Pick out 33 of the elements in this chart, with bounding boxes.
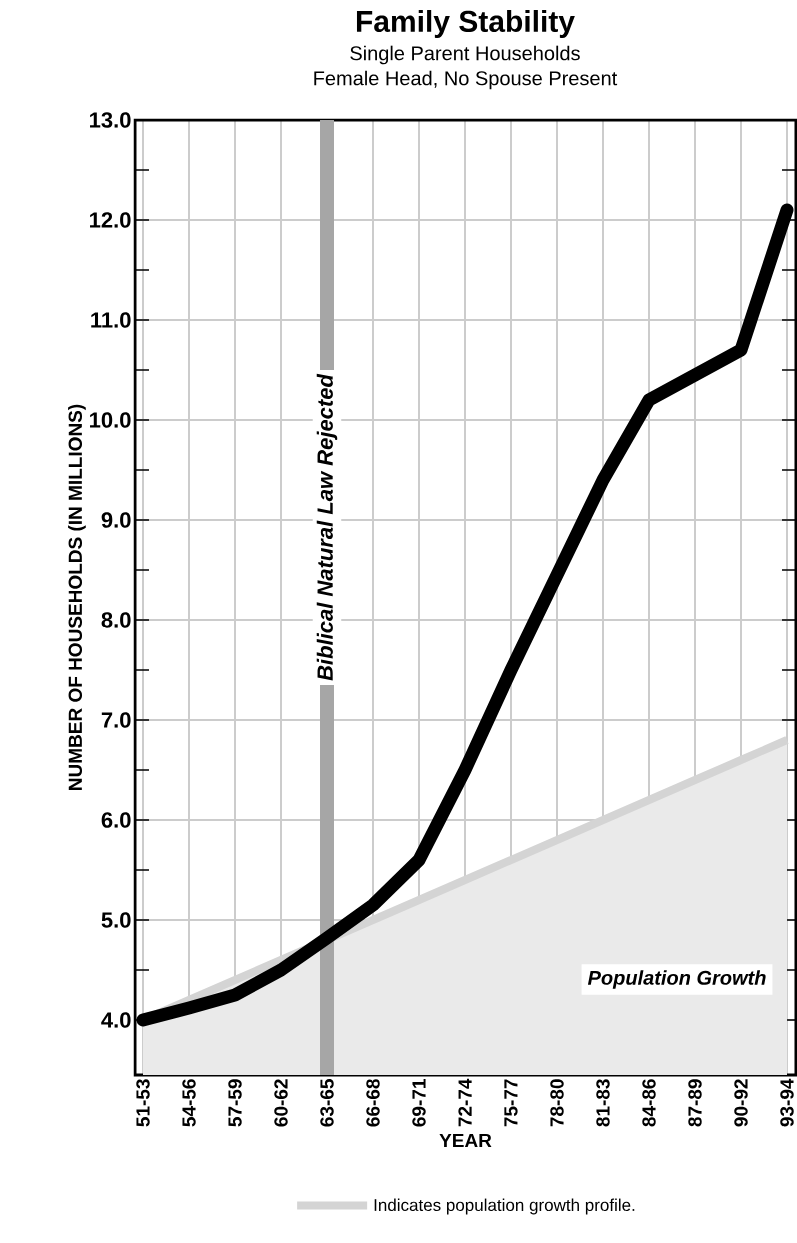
x-tick-label: 78-80: [550, 1079, 564, 1127]
x-tick-label: 60-62: [274, 1079, 288, 1127]
chart-title: Family Stability: [356, 10, 575, 38]
chart-subtitle: Single Parent Households: [350, 45, 580, 65]
legend-label: Indicates population growth profile.: [374, 1198, 635, 1215]
x-tick-label: 66-68: [366, 1079, 380, 1127]
x-tick-label: 90-92: [734, 1079, 748, 1127]
y-axis-title: NUMBER OF HOUSEHOLDS (IN MILLIONS): [67, 404, 86, 790]
y-tick-label: 8.0: [101, 612, 131, 628]
y-tick-label: 11.0: [91, 312, 131, 328]
y-tick-label: 12.0: [89, 212, 131, 228]
x-tick-label: 63-65: [320, 1079, 334, 1127]
x-tick-label: 51-53: [136, 1079, 150, 1127]
x-tick-label: 84-86: [642, 1079, 656, 1127]
y-tick-label: 6.0: [101, 812, 131, 828]
y-tick-label: 4.0: [100, 1012, 131, 1028]
y-tick-label: 9.0: [101, 512, 131, 528]
x-tick-label: 93-94: [780, 1078, 794, 1127]
x-axis-title: YEAR: [439, 1133, 492, 1148]
x-tick-label: 81-83: [596, 1079, 610, 1127]
ref-line-label: Biblical Natural Law Rejected: [316, 373, 338, 681]
annotation: Population Growth: [587, 970, 766, 989]
x-tick-label: 69-71: [412, 1079, 426, 1127]
y-tick-label: 10.0: [89, 412, 131, 428]
y-tick-label: 7.0: [101, 712, 131, 728]
x-tick-label: 57-59: [228, 1079, 242, 1127]
y-tick-label: 13.0: [89, 112, 131, 128]
x-tick-label: 75-77: [504, 1079, 518, 1127]
text: Female Head, No Spouse Present: [314, 70, 617, 90]
x-tick-label: 54-56: [182, 1079, 196, 1127]
x-tick-label: 72-74: [458, 1078, 472, 1127]
x-tick-label: 87-89: [688, 1079, 702, 1127]
y-tick-label: 5.0: [101, 912, 131, 928]
